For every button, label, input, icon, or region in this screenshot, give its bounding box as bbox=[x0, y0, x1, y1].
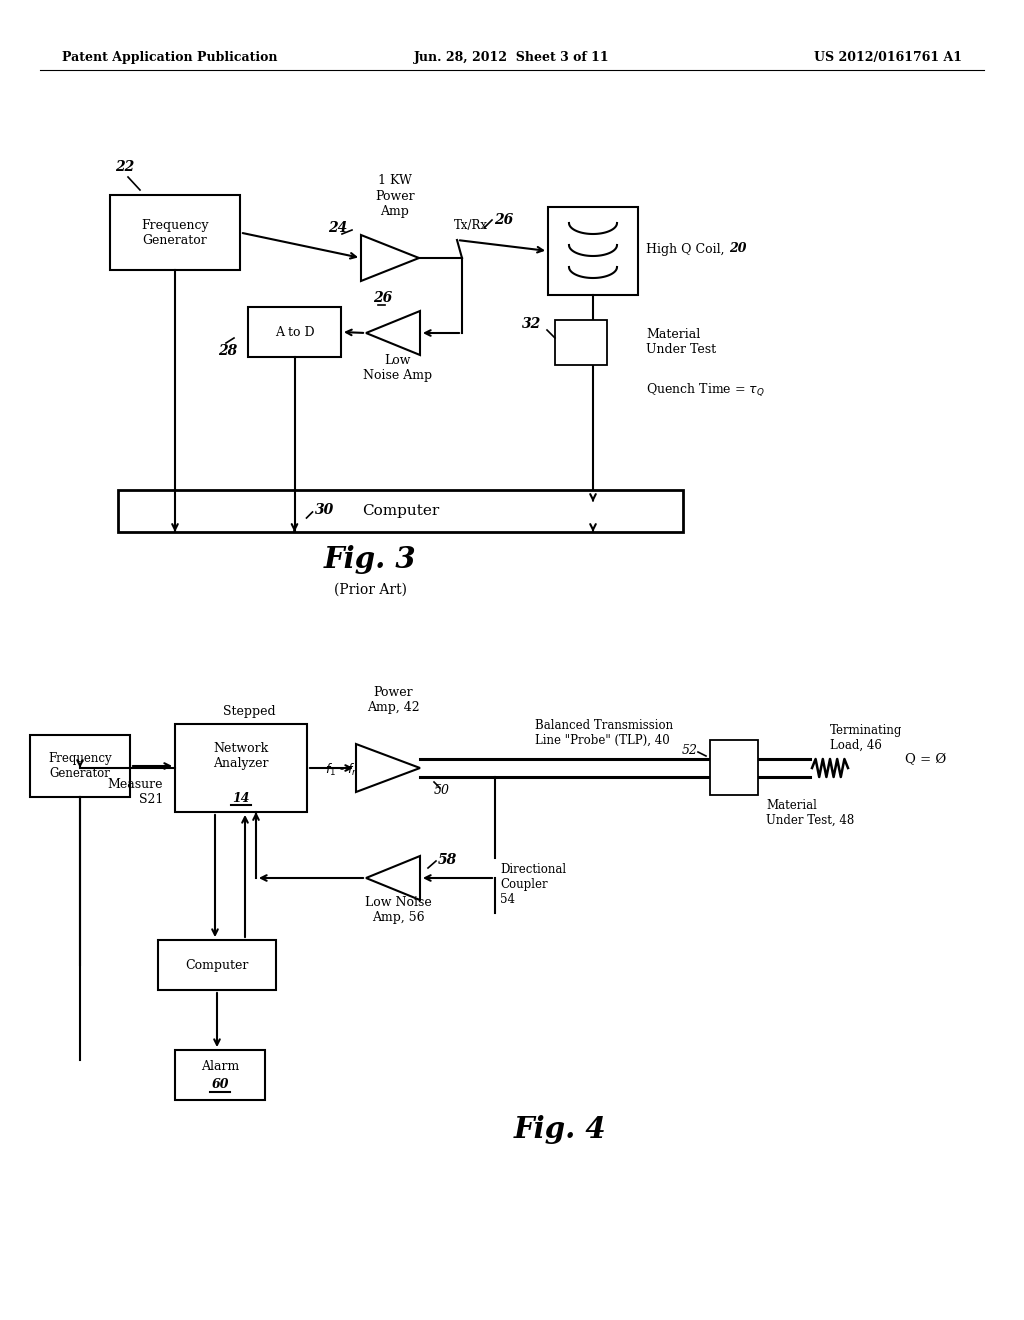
Text: $f_1$ - $f_n$: $f_1$ - $f_n$ bbox=[325, 762, 358, 777]
Text: Low
Noise Amp: Low Noise Amp bbox=[364, 354, 432, 381]
Text: Q = Ø: Q = Ø bbox=[905, 754, 946, 767]
Text: 58: 58 bbox=[438, 853, 458, 867]
Text: Material
Under Test, 48: Material Under Test, 48 bbox=[766, 799, 854, 828]
Bar bbox=[555, 319, 607, 366]
Bar bbox=[548, 207, 638, 294]
Text: Fig. 3: Fig. 3 bbox=[324, 545, 417, 574]
Bar bbox=[248, 308, 341, 356]
Text: Low Noise
Amp, 56: Low Noise Amp, 56 bbox=[365, 896, 431, 924]
Text: Jun. 28, 2012  Sheet 3 of 11: Jun. 28, 2012 Sheet 3 of 11 bbox=[414, 50, 610, 63]
Bar bbox=[175, 1049, 265, 1100]
Text: Fig. 4: Fig. 4 bbox=[514, 1115, 606, 1144]
Text: Directional
Coupler
54: Directional Coupler 54 bbox=[500, 863, 566, 906]
Text: 60: 60 bbox=[211, 1077, 228, 1090]
Bar bbox=[710, 741, 758, 795]
Text: A to D: A to D bbox=[274, 326, 314, 338]
Bar bbox=[110, 195, 240, 271]
Text: 14: 14 bbox=[232, 792, 250, 804]
Text: Balanced Transmission
Line "Probe" (TLP), 40: Balanced Transmission Line "Probe" (TLP)… bbox=[535, 719, 673, 747]
Text: 28: 28 bbox=[218, 345, 238, 358]
Text: 30: 30 bbox=[314, 503, 334, 517]
Text: (Prior Art): (Prior Art) bbox=[334, 583, 407, 597]
Text: 26: 26 bbox=[494, 213, 513, 227]
Text: 20: 20 bbox=[729, 243, 746, 256]
Text: 32: 32 bbox=[522, 317, 541, 331]
Text: Terminating
Load, 46: Terminating Load, 46 bbox=[830, 723, 902, 752]
Text: 22: 22 bbox=[115, 160, 134, 174]
Text: Network
Analyzer: Network Analyzer bbox=[213, 742, 268, 770]
Text: 50: 50 bbox=[434, 784, 450, 796]
Text: Frequency
Generator: Frequency Generator bbox=[48, 752, 112, 780]
Text: Stepped: Stepped bbox=[222, 705, 275, 718]
Text: Computer: Computer bbox=[361, 504, 439, 517]
Bar bbox=[175, 723, 307, 812]
Text: Quench Time = $\tau_Q$: Quench Time = $\tau_Q$ bbox=[646, 381, 765, 399]
Text: 24: 24 bbox=[328, 220, 347, 235]
Text: Tx/Rx: Tx/Rx bbox=[454, 219, 488, 232]
Text: 52: 52 bbox=[682, 743, 698, 756]
Text: Frequency
Generator: Frequency Generator bbox=[141, 219, 209, 247]
Bar bbox=[158, 940, 276, 990]
Text: Computer: Computer bbox=[185, 958, 249, 972]
Text: Alarm: Alarm bbox=[201, 1060, 240, 1072]
Text: High Q Coil,: High Q Coil, bbox=[646, 243, 728, 256]
Text: Power
Amp, 42: Power Amp, 42 bbox=[367, 686, 419, 714]
Text: 1 KW
Power
Amp: 1 KW Power Amp bbox=[375, 174, 415, 218]
Text: US 2012/0161761 A1: US 2012/0161761 A1 bbox=[814, 50, 962, 63]
Text: Patent Application Publication: Patent Application Publication bbox=[62, 50, 278, 63]
Text: Measure
S21: Measure S21 bbox=[108, 777, 163, 807]
Bar bbox=[30, 735, 130, 797]
Bar bbox=[118, 490, 683, 532]
Text: 26: 26 bbox=[373, 290, 392, 305]
Text: Material
Under Test: Material Under Test bbox=[646, 327, 716, 356]
